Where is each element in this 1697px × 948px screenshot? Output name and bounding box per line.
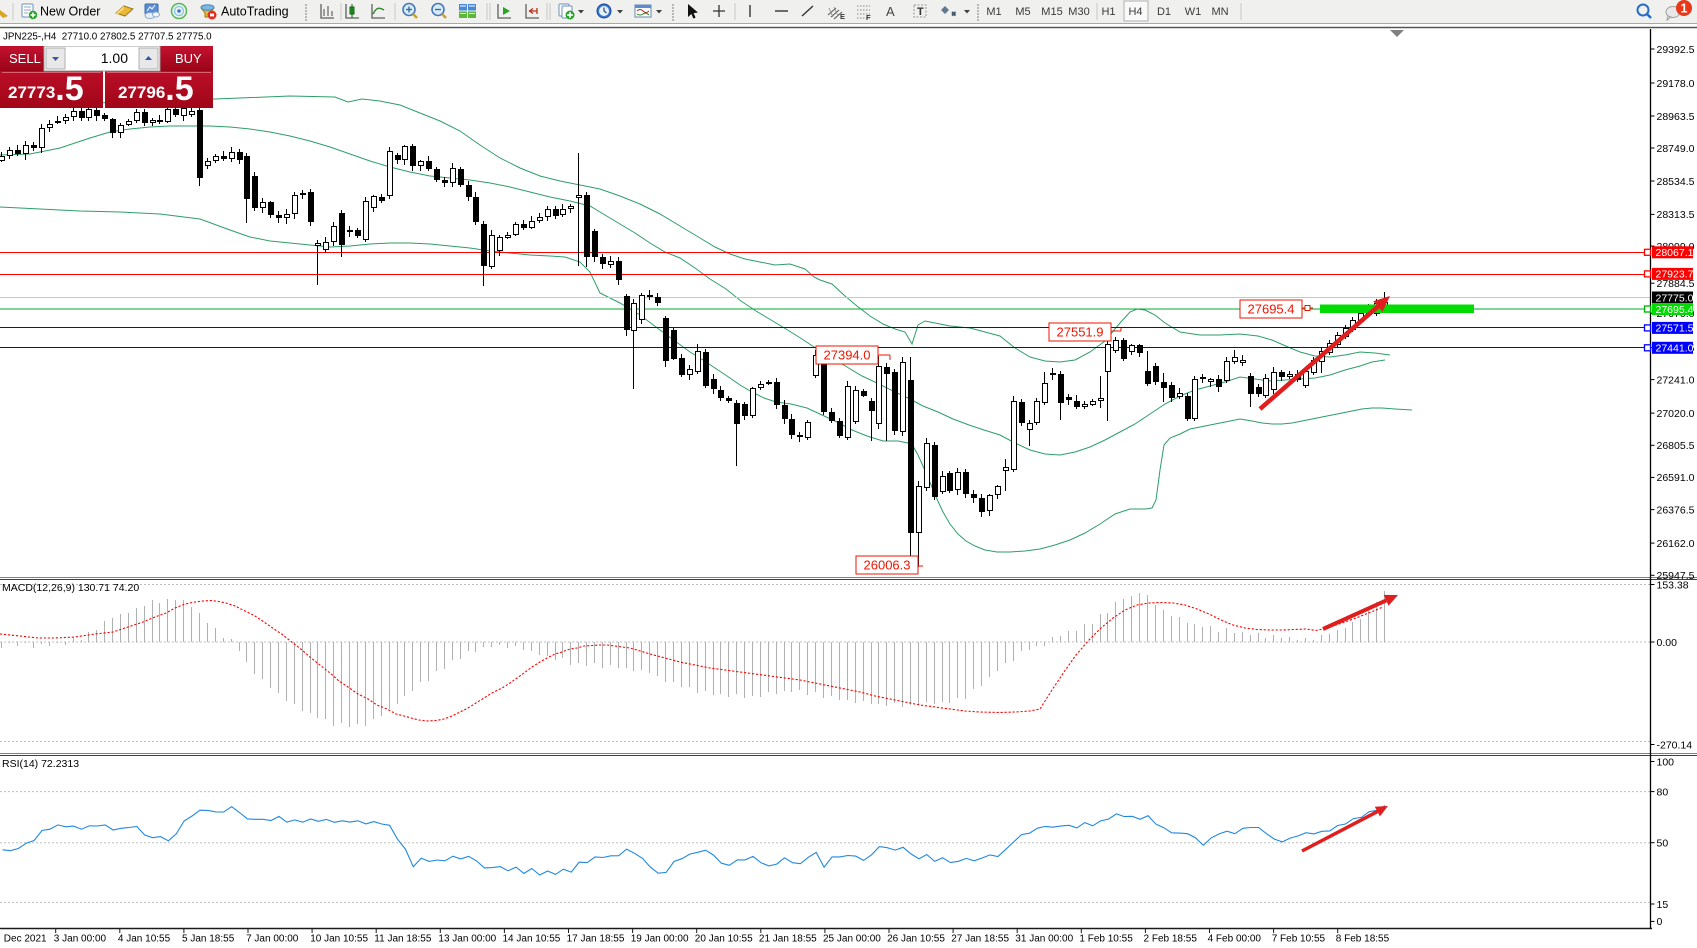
- svg-text:27441.0: 27441.0: [1656, 343, 1694, 355]
- svg-text:14 Jan 10:55: 14 Jan 10:55: [503, 934, 561, 945]
- svg-text:80: 80: [1657, 786, 1669, 798]
- svg-text:10 Jan 10:55: 10 Jan 10:55: [310, 934, 368, 945]
- svg-text:H1: H1: [1101, 6, 1115, 18]
- svg-text:27551.9: 27551.9: [1057, 325, 1104, 340]
- svg-text:27695.4: 27695.4: [1248, 302, 1295, 317]
- svg-text:1.00: 1.00: [101, 50, 128, 66]
- svg-text:H4: H4: [1128, 6, 1142, 18]
- svg-text:E: E: [840, 12, 845, 21]
- svg-text:7 Jan 00:00: 7 Jan 00:00: [246, 934, 299, 945]
- svg-text:AutoTrading: AutoTrading: [221, 5, 289, 19]
- svg-text:M30: M30: [1068, 6, 1089, 18]
- svg-text:26376.5: 26376.5: [1657, 504, 1695, 516]
- svg-text:19 Jan 00:00: 19 Jan 00:00: [631, 934, 689, 945]
- svg-text:D1: D1: [1157, 6, 1171, 18]
- svg-text:3 Jan 00:00: 3 Jan 00:00: [54, 934, 107, 945]
- svg-text:A: A: [886, 4, 895, 19]
- svg-text:17 Jan 18:55: 17 Jan 18:55: [567, 934, 625, 945]
- svg-text:0.00: 0.00: [1657, 637, 1678, 649]
- svg-text:F: F: [866, 13, 871, 22]
- svg-text:27695.4: 27695.4: [1656, 304, 1694, 316]
- svg-text:BUY: BUY: [175, 51, 202, 66]
- svg-text:26805.5: 26805.5: [1657, 440, 1695, 452]
- svg-text:11 Jan 18:55: 11 Jan 18:55: [374, 934, 432, 945]
- svg-text:31 Jan 00:00: 31 Jan 00:00: [1015, 934, 1073, 945]
- svg-text:New Order: New Order: [40, 5, 100, 19]
- svg-text:27923.7: 27923.7: [1656, 269, 1694, 281]
- svg-text:4 Jan 10:55: 4 Jan 10:55: [118, 934, 171, 945]
- svg-text:13 Jan 00:00: 13 Jan 00:00: [438, 934, 496, 945]
- svg-text:100: 100: [1657, 756, 1675, 768]
- svg-text:50: 50: [1657, 838, 1669, 850]
- svg-text:4 Feb 00:00: 4 Feb 00:00: [1208, 934, 1262, 945]
- svg-text:7 Feb 10:55: 7 Feb 10:55: [1272, 934, 1326, 945]
- svg-text:26591.0: 26591.0: [1657, 472, 1695, 484]
- svg-text:1: 1: [1681, 2, 1688, 16]
- svg-text:SELL: SELL: [9, 51, 41, 66]
- svg-text:27020.0: 27020.0: [1657, 408, 1695, 420]
- svg-text:5 Jan 18:55: 5 Jan 18:55: [182, 934, 235, 945]
- svg-text:8 Feb 18:55: 8 Feb 18:55: [1336, 934, 1390, 945]
- svg-text:28067.1: 28067.1: [1656, 247, 1694, 259]
- svg-text:W1: W1: [1185, 6, 1202, 18]
- svg-text:20 Jan 10:55: 20 Jan 10:55: [695, 934, 753, 945]
- svg-text:27394.0: 27394.0: [824, 348, 871, 363]
- svg-text:28313.5: 28313.5: [1657, 209, 1695, 221]
- svg-text:27775.0: 27775.0: [1656, 292, 1694, 304]
- svg-text:M1: M1: [986, 6, 1001, 18]
- svg-text:153.38: 153.38: [1657, 579, 1689, 591]
- svg-text:27 Jan 18:55: 27 Jan 18:55: [951, 934, 1009, 945]
- svg-text:RSI(14) 72.2313: RSI(14) 72.2313: [2, 758, 79, 770]
- svg-text:27571.5: 27571.5: [1656, 323, 1694, 335]
- svg-text:26 Jan 10:55: 26 Jan 10:55: [887, 934, 945, 945]
- svg-text:28963.5: 28963.5: [1657, 111, 1695, 123]
- svg-text:Dec 2021: Dec 2021: [4, 934, 47, 945]
- svg-text:29178.0: 29178.0: [1657, 78, 1695, 90]
- svg-text:25 Jan 00:00: 25 Jan 00:00: [823, 934, 881, 945]
- svg-text:2 Feb 18:55: 2 Feb 18:55: [1144, 934, 1198, 945]
- svg-text:-270.14: -270.14: [1657, 739, 1693, 751]
- svg-text:M5: M5: [1015, 6, 1030, 18]
- svg-text:21 Jan 18:55: 21 Jan 18:55: [759, 934, 817, 945]
- svg-text:MN: MN: [1211, 6, 1228, 18]
- svg-text:T: T: [917, 6, 924, 18]
- svg-text:28749.0: 28749.0: [1657, 143, 1695, 155]
- svg-text:MACD(12,26,9) 130.71 74.20: MACD(12,26,9) 130.71 74.20: [2, 582, 139, 594]
- svg-text:JPN225-,H4 27710.0 27802.5 27: JPN225-,H4 27710.0 27802.5 27707.5 27775…: [3, 32, 212, 43]
- svg-text:26006.3: 26006.3: [864, 558, 911, 573]
- svg-text:29392.5: 29392.5: [1657, 44, 1695, 56]
- svg-text:1 Feb 10:55: 1 Feb 10:55: [1079, 934, 1133, 945]
- svg-text:0: 0: [1657, 916, 1663, 928]
- svg-text:27884.5: 27884.5: [1657, 278, 1695, 290]
- svg-text:25947.5: 25947.5: [1657, 570, 1695, 582]
- svg-text:M15: M15: [1041, 6, 1062, 18]
- svg-text:26162.0: 26162.0: [1657, 538, 1695, 550]
- svg-text:28534.5: 28534.5: [1657, 176, 1695, 188]
- svg-text:15: 15: [1657, 899, 1669, 911]
- svg-text:27241.0: 27241.0: [1657, 374, 1695, 386]
